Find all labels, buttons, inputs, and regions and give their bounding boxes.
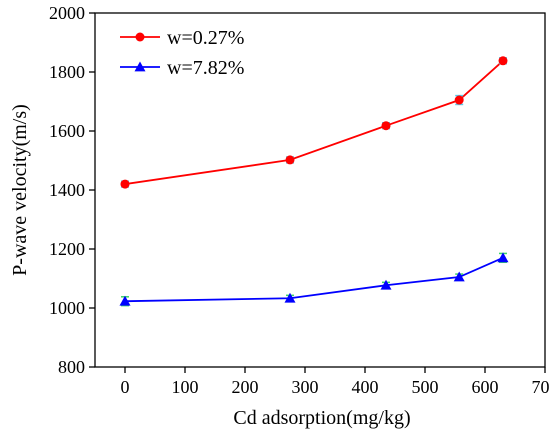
legend-entry-1: w=0.27% (120, 27, 244, 49)
legend-entry-2: w=7.82% (120, 57, 244, 79)
legend-label: w=7.82% (167, 57, 244, 79)
data-point (381, 121, 391, 131)
data-point (120, 179, 130, 189)
data-point (454, 95, 464, 105)
x-tick-label: 300 (292, 377, 319, 397)
x-tick-label: 100 (172, 377, 199, 397)
y-tick-label: 800 (58, 357, 85, 377)
legend-marker (134, 61, 146, 72)
y-tick-label: 2000 (49, 3, 85, 23)
y-tick-label: 1800 (49, 62, 85, 82)
data-point (380, 279, 392, 290)
series-layer (119, 56, 509, 307)
x-tick-label: 600 (472, 377, 499, 397)
legend-label: w=0.27% (167, 27, 244, 49)
data-point (497, 252, 509, 263)
series-line (124, 60, 504, 185)
y-tick-label: 1400 (49, 180, 85, 200)
series-2 (119, 252, 509, 307)
data-point (284, 292, 296, 303)
axes: 0 100 200 300 400 500 600 700 800 1000 1200 1400 160… (49, 3, 550, 397)
plot-area (94, 12, 546, 368)
y-tick-label: 1600 (49, 121, 85, 141)
series-1 (120, 56, 508, 189)
plot-frame (94, 12, 546, 368)
data-point (285, 155, 295, 165)
y-tick-label: 1000 (49, 298, 85, 318)
x-tick-label: 0 (121, 377, 130, 397)
data-point (498, 56, 508, 66)
x-tick-label: 500 (412, 377, 439, 397)
data-point (119, 295, 131, 306)
y-tick-label: 1200 (49, 239, 85, 259)
x-tick-label: 700 (532, 377, 550, 397)
x-axis-title: Cd adsorption(mg/kg) (233, 407, 410, 429)
data-point (453, 271, 465, 282)
legend-marker (135, 32, 145, 42)
y-axis-title: P-wave velocity(m/s) (9, 104, 31, 276)
x-tick-label: 200 (232, 377, 259, 397)
x-tick-label: 400 (352, 377, 379, 397)
legend: w=0.27% w=7.82% (120, 27, 244, 79)
series-line (124, 257, 504, 303)
